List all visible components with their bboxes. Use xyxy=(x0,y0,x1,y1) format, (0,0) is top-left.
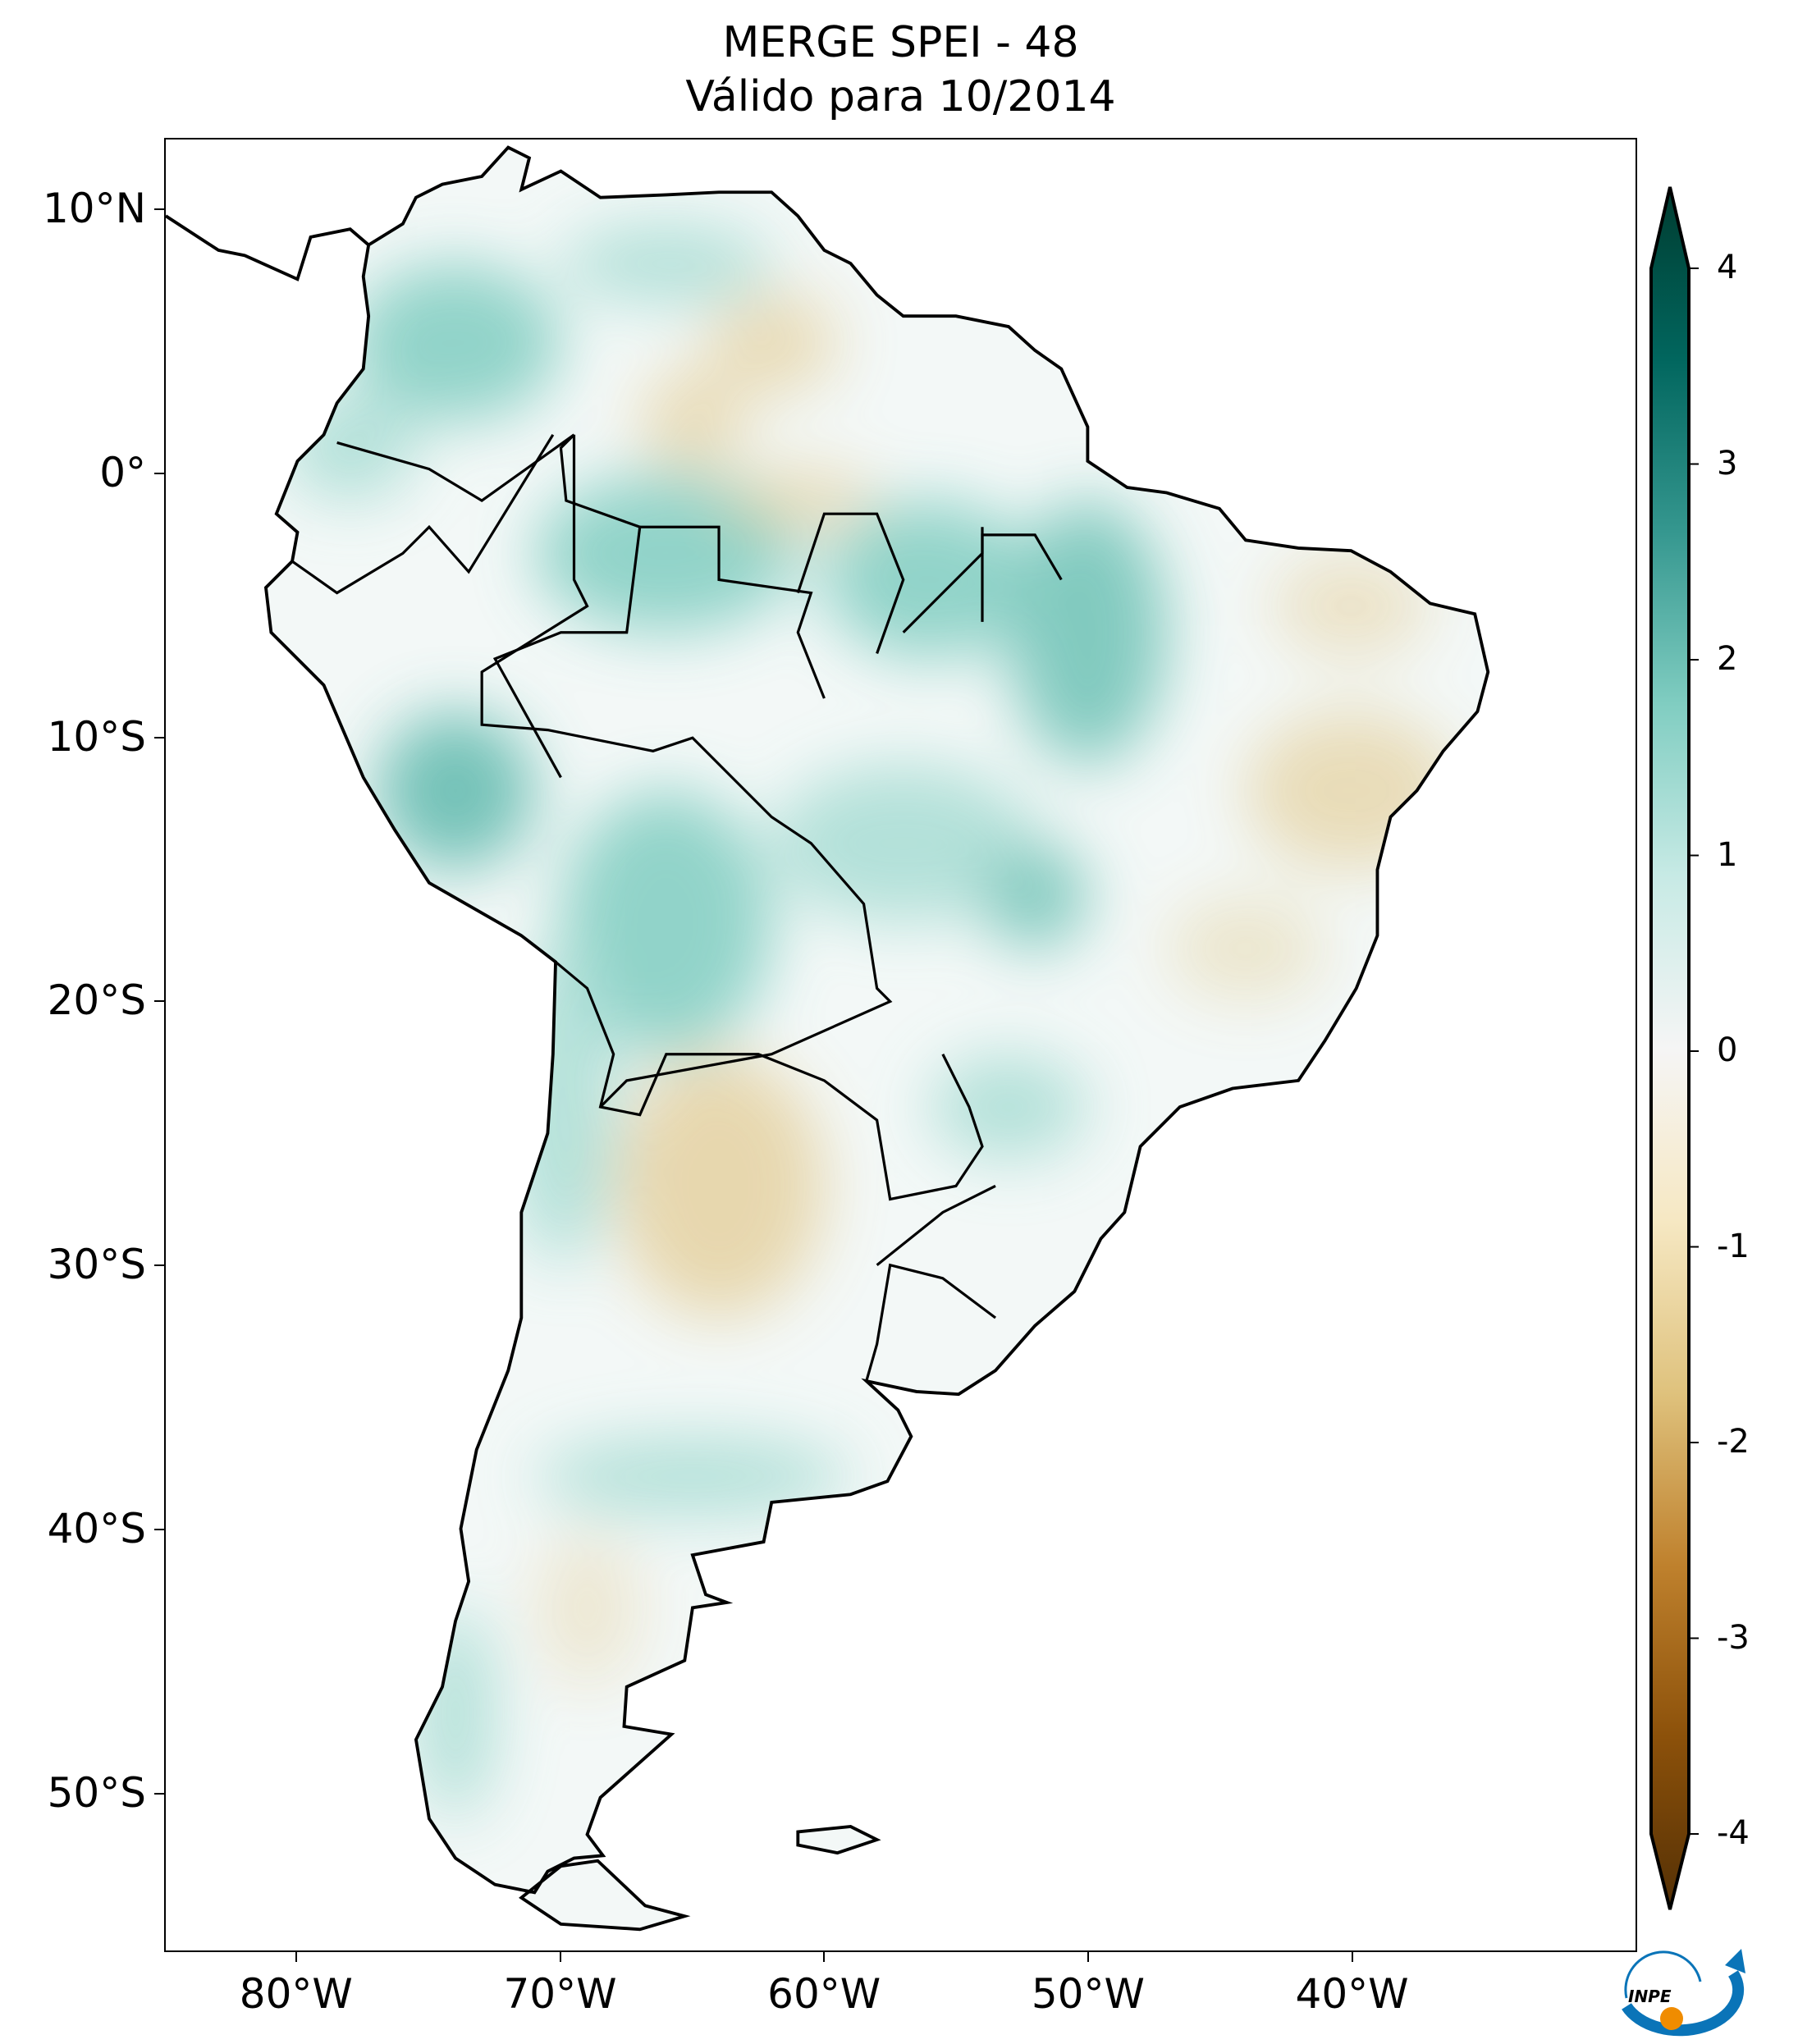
lat-tick xyxy=(154,208,164,210)
colorbar-tick-label: 3 xyxy=(1717,444,1738,482)
lon-tick xyxy=(295,1952,297,1962)
colorbar-tick-label: 4 xyxy=(1717,249,1738,286)
colorbar-tick-label: 2 xyxy=(1717,640,1738,678)
map-frame: INPE xyxy=(164,138,1745,2037)
lon-tick-label: 40°W xyxy=(1295,1970,1409,2018)
title-line-2: Válido para 10/2014 xyxy=(685,72,1116,121)
logo-text: INPE xyxy=(1628,1987,1672,2006)
south-america-map xyxy=(166,139,1636,1950)
central-america-coast xyxy=(166,214,370,281)
lon-tick-label: 70°W xyxy=(503,1970,617,2018)
colorbar-tick-label: -3 xyxy=(1717,1618,1750,1657)
colorbar-tick-label: 1 xyxy=(1717,835,1738,874)
lat-tick xyxy=(154,1792,164,1795)
lat-tick-label: 50°S xyxy=(47,1768,146,1817)
lat-tick-label: 10°N xyxy=(42,184,146,232)
lat-tick-label: 10°S xyxy=(47,712,146,761)
lat-tick-label: 20°S xyxy=(47,976,146,1025)
lon-tick xyxy=(823,1952,826,1962)
lon-tick-label: 80°W xyxy=(239,1970,353,2018)
colorbar-bar xyxy=(1649,186,1690,1910)
spei-field xyxy=(265,147,1489,1930)
inpe-logo: INPE xyxy=(1610,1941,1750,2044)
country-borders xyxy=(291,433,1063,1382)
lon-tick-label: 50°W xyxy=(1031,1970,1145,2018)
lat-tick xyxy=(154,1000,164,1003)
colorbar-tick-label: -1 xyxy=(1717,1227,1750,1265)
lat-tick-label: 0° xyxy=(99,448,146,496)
lon-tick-label: 60°W xyxy=(767,1970,881,2018)
lon-tick xyxy=(559,1952,561,1962)
lat-tick xyxy=(154,736,164,738)
lat-tick xyxy=(154,472,164,474)
colorbar-tick-label: -2 xyxy=(1717,1423,1750,1461)
lat-tick xyxy=(154,1264,164,1267)
lat-tick xyxy=(154,1529,164,1531)
lat-tick-label: 40°S xyxy=(47,1505,146,1553)
title-line-1: MERGE SPEI - 48 xyxy=(722,18,1079,67)
lon-tick xyxy=(1087,1952,1089,1962)
lon-tick xyxy=(1351,1952,1353,1962)
colorbar-tick-label: 0 xyxy=(1717,1031,1738,1069)
lat-tick-label: 30°S xyxy=(47,1241,146,1289)
colorbar-tick-label: -4 xyxy=(1717,1814,1750,1852)
